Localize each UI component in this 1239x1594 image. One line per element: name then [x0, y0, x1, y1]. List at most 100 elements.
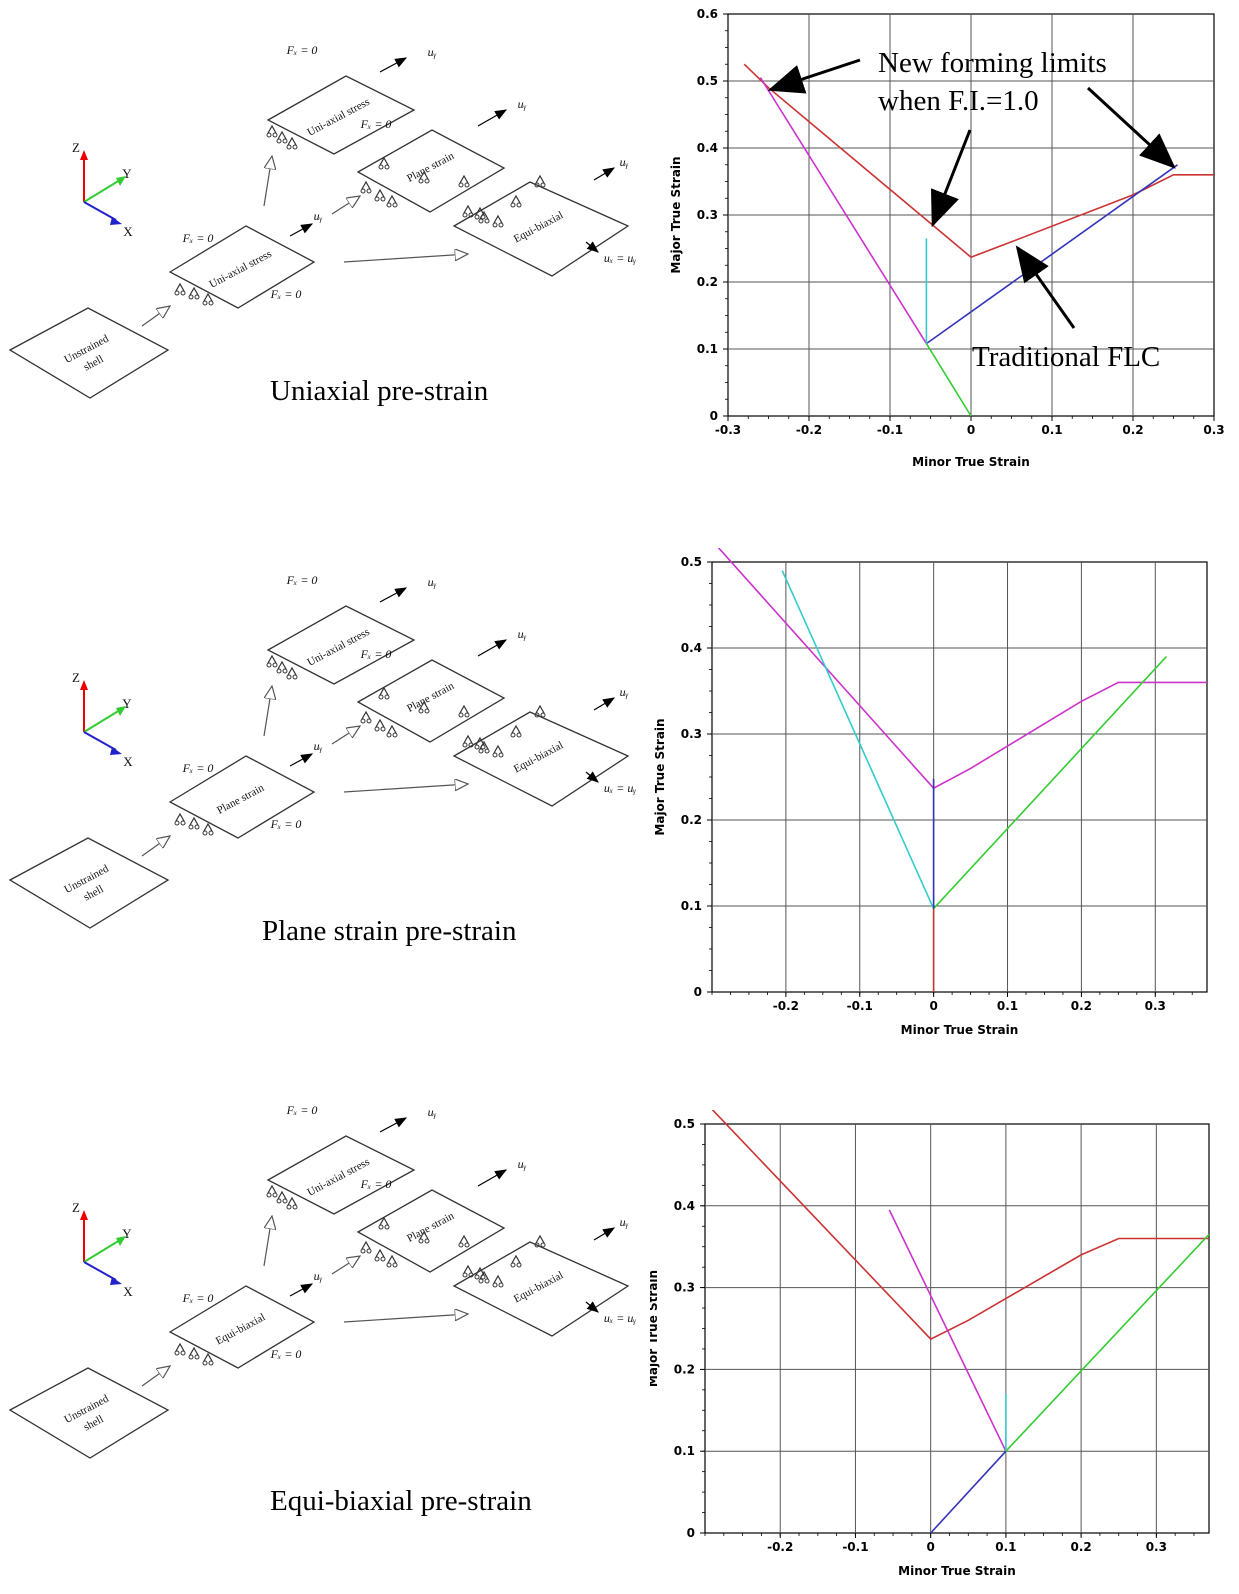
support-icon	[360, 710, 372, 724]
fx0-label-pre-top: Fₓ = 0	[182, 761, 214, 775]
support-icon	[286, 666, 298, 680]
uy-label-pre: uᵧ	[314, 1269, 323, 1283]
axis-x-label: X	[123, 224, 133, 239]
axis-x-label: X	[123, 1284, 133, 1299]
support-icon	[510, 194, 522, 208]
x-tick-label: 0.1	[997, 999, 1018, 1013]
axis-y-label: Y	[122, 1226, 132, 1241]
annotation-arrow-left	[767, 58, 861, 94]
plane-strain-plate	[356, 129, 506, 213]
path-arrow-to-uniaxial	[263, 686, 272, 737]
support-icon	[474, 736, 486, 750]
fx0-label-pre-top: Fₓ = 0	[182, 1291, 214, 1305]
annotation-arrow-middle	[930, 129, 972, 228]
series-cyan-line	[781, 570, 935, 909]
y-tick-label: 0.2	[697, 275, 718, 289]
support-icon	[360, 180, 372, 194]
x-tick-label: -0.2	[796, 423, 822, 437]
support-icon	[174, 812, 186, 826]
fx0-label-uni: Fₓ = 0	[286, 43, 318, 57]
annotation-traditional-flc: Traditional FLC	[972, 341, 1160, 373]
support-icon	[458, 174, 470, 188]
axis-y-label: Y	[122, 166, 132, 181]
axis-z-label: Z	[72, 140, 80, 155]
x-tick-label: 0.1	[1041, 423, 1062, 437]
x-tick-label: 0	[926, 1540, 934, 1554]
uy-label-pre: uᵧ	[314, 209, 323, 223]
uy-label-pre: uᵧ	[314, 739, 323, 753]
x-tick-label: 0	[967, 423, 975, 437]
support-icon	[286, 136, 298, 150]
y-tick-label: 0	[710, 409, 718, 423]
support-icon	[276, 1190, 288, 1204]
y-tick-label: 0.4	[681, 641, 702, 655]
series-green-line	[933, 656, 1167, 910]
caption-3: Equi-biaxial pre-strain	[270, 1485, 532, 1517]
y-tick-label: 0.1	[697, 342, 718, 356]
fx0-label-plane: Fₓ = 0	[360, 1177, 392, 1191]
uy-arrow-uni	[379, 57, 408, 73]
y-tick-label: 0.4	[674, 1199, 695, 1213]
uy-label-uni: uᵧ	[428, 575, 437, 589]
uy-label-uni: uᵧ	[428, 45, 437, 59]
x-tick-label: 0.3	[1203, 423, 1224, 437]
chart-svg: -0.3 -0.2 -0.1 0 0.1 0.2 0.3 0 0.1 0.2 0.3 0.4 0.5 0.…	[669, 7, 1225, 469]
chart-1: -0.3 -0.2 -0.1 0 0.1 0.2 0.3 0 0.1 0.2 0.3 0.4 0.5 0.…	[650, 0, 1239, 480]
y-tick-label: 0.3	[674, 1281, 695, 1295]
x-tick-label: 0.2	[1070, 1540, 1091, 1554]
support-icon	[386, 724, 398, 738]
support-icon	[266, 654, 278, 668]
support-icon	[510, 1254, 522, 1268]
y-tick-label: 0.3	[681, 727, 702, 741]
series-magenta-line	[711, 539, 1207, 790]
y-tick-label: 0	[694, 985, 702, 999]
y-tick-label: 0.2	[674, 1362, 695, 1376]
fx0-label-pre-bottom: Fₓ = 0	[270, 817, 302, 831]
uy-arrow-uni	[379, 587, 408, 603]
uxuy-label-equi: uₓ = uᵧ	[604, 251, 637, 265]
x-tick-label: -0.1	[842, 1540, 868, 1554]
x-tick-label: -0.2	[767, 1540, 793, 1554]
x-tick-label: -0.3	[715, 423, 741, 437]
y-tick-label: 0.5	[681, 555, 702, 569]
support-icon	[378, 1216, 390, 1230]
coordinate-axes-icon	[80, 1210, 126, 1285]
path-arrow-to-plane	[331, 196, 360, 215]
uy-arrow-equi	[593, 167, 616, 181]
support-icon	[462, 734, 474, 748]
path-arrow-to-prestrain	[141, 306, 170, 327]
caption-2: Plane strain pre-strain	[262, 915, 517, 947]
path-arrow-to-prestrain	[141, 836, 170, 857]
support-icon	[534, 1234, 546, 1248]
axis-z-label: Z	[72, 670, 80, 685]
y-tick-label: 0.2	[681, 813, 702, 827]
x-axis-label: Minor True Strain	[912, 455, 1030, 469]
coordinate-axes-icon	[80, 150, 126, 225]
support-icon	[462, 204, 474, 218]
uxuy-arrow-equi	[585, 1301, 599, 1313]
path-arrow-to-equibiaxial	[343, 254, 468, 263]
path-arrow-to-uniaxial	[263, 156, 272, 207]
annotation-new-limits-1: New forming limits	[878, 47, 1107, 79]
equibiaxial-plate	[452, 711, 630, 807]
x-tick-label: 0.1	[995, 1540, 1016, 1554]
series-magenta-line	[888, 1209, 1007, 1452]
fx0-label-plane: Fₓ = 0	[360, 647, 392, 661]
y-tick-label: 0.1	[681, 899, 702, 913]
uniaxial-plate	[266, 75, 416, 155]
fx0-label-pre-bottom: Fₓ = 0	[270, 287, 302, 301]
annotation-new-limits-2: when F.I.=1.0	[878, 85, 1039, 117]
support-icon	[202, 292, 214, 306]
uy-label-plane: uᵧ	[518, 627, 527, 641]
support-icon	[418, 700, 430, 714]
x-tick-label: -0.2	[773, 999, 799, 1013]
plot-area	[704, 1123, 1210, 1534]
support-icon	[492, 744, 504, 758]
uy-label-uni: uᵧ	[428, 1105, 437, 1119]
uniaxial-plate	[266, 605, 416, 685]
support-icon	[202, 822, 214, 836]
support-icon	[462, 1264, 474, 1278]
unstrained-plate	[8, 837, 170, 929]
support-icon	[386, 194, 398, 208]
